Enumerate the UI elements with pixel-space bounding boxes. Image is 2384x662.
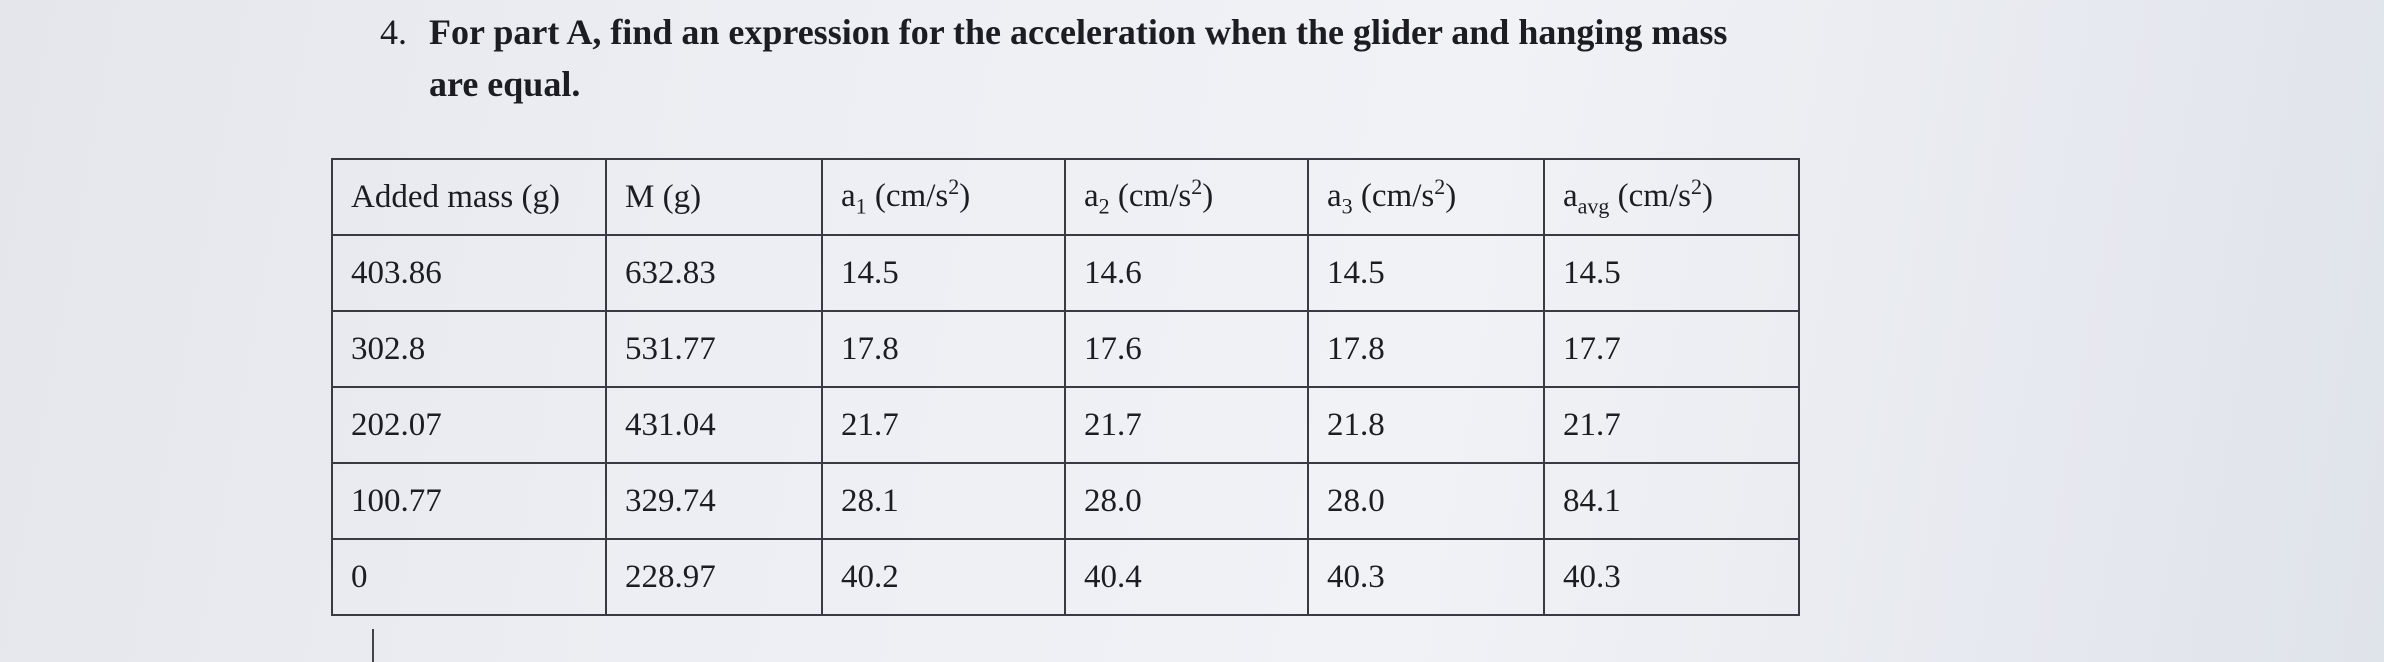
cell: 329.74 [605, 462, 823, 540]
cell: 14.6 [1064, 234, 1309, 312]
cell: 17.8 [1307, 310, 1545, 388]
cell: 403.86 [331, 234, 607, 312]
cell: 14.5 [821, 234, 1066, 312]
cell: 228.97 [605, 538, 823, 616]
cell: 302.8 [331, 310, 607, 388]
header-cell: a3 (cm/s2) [1307, 158, 1545, 236]
superscript: 2 [1434, 174, 1446, 200]
header-text: ) [1702, 178, 1713, 215]
cell: 40.4 [1064, 538, 1309, 616]
cell: 17.6 [1064, 310, 1309, 388]
cell: 17.7 [1543, 310, 1800, 388]
cell: 632.83 [605, 234, 823, 312]
question-text: For part A, find an expression for the a… [429, 12, 1728, 104]
cell: 28.0 [1064, 462, 1309, 540]
header-text: Added mass (g) [351, 178, 560, 215]
header-text: a [1084, 178, 1099, 215]
header-text: a [1563, 178, 1578, 215]
table-row: 202.07 431.04 21.7 21.7 21.8 21.7 [331, 386, 1800, 464]
data-table: Added mass (g) M (g) a1 (cm/s2) a2 (cm/s2) a… [331, 158, 1800, 616]
header-text: a [841, 178, 856, 215]
subscript: 3 [1341, 193, 1353, 219]
cell: 14.5 [1307, 234, 1545, 312]
cell: 21.7 [821, 386, 1066, 464]
table-row: 100.77 329.74 28.1 28.0 28.0 84.1 [331, 462, 1800, 540]
cell: 202.07 [331, 386, 607, 464]
cell: 14.5 [1543, 234, 1800, 312]
table-row: 0 228.97 40.2 40.4 40.3 40.3 [331, 538, 1800, 616]
header-text: M (g) [625, 178, 702, 215]
superscript: 2 [1691, 174, 1702, 200]
superscript: 2 [948, 174, 960, 200]
cell: 84.1 [1543, 462, 1800, 540]
header-cell: M (g) [605, 158, 823, 236]
header-row: Added mass (g) M (g) a1 (cm/s2) a2 (cm/s2) a… [331, 158, 1800, 236]
header-text: ) [1445, 178, 1457, 215]
header-text: (cm/s [1109, 178, 1192, 215]
header-cell: aavg (cm/s2) [1543, 158, 1800, 236]
cell: 100.77 [331, 462, 607, 540]
cell: 40.2 [821, 538, 1066, 616]
header-text: ) [1202, 178, 1214, 215]
question-number: 4. [380, 12, 407, 52]
cell: 21.8 [1307, 386, 1545, 464]
cell: 531.77 [605, 310, 823, 388]
header-text: ) [959, 178, 971, 215]
table-row: 302.8 531.77 17.8 17.6 17.8 17.7 [331, 310, 1800, 388]
cell: 21.7 [1543, 386, 1800, 464]
header-text: (cm/s [1352, 178, 1435, 215]
header-text: (cm/s [1609, 178, 1691, 215]
cell: 0 [331, 538, 607, 616]
question: 4. For part A, find an expression for th… [380, 6, 1780, 110]
cell: 28.1 [821, 462, 1066, 540]
cell: 40.3 [1307, 538, 1545, 616]
header-cell: a1 (cm/s2) [821, 158, 1066, 236]
header-cell: Added mass (g) [331, 158, 607, 236]
margin-line [372, 629, 374, 662]
header-text: (cm/s [866, 178, 949, 215]
cell: 431.04 [605, 386, 823, 464]
cell: 28.0 [1307, 462, 1545, 540]
subscript: avg [1577, 193, 1610, 219]
cell: 40.3 [1543, 538, 1800, 616]
cell: 21.7 [1064, 386, 1309, 464]
table-row: 403.86 632.83 14.5 14.6 14.5 14.5 [331, 234, 1800, 312]
header-cell: a2 (cm/s2) [1064, 158, 1309, 236]
header-text: a [1327, 178, 1342, 215]
superscript: 2 [1191, 174, 1203, 200]
subscript: 2 [1098, 193, 1110, 219]
subscript: 1 [855, 193, 867, 219]
cell: 17.8 [821, 310, 1066, 388]
